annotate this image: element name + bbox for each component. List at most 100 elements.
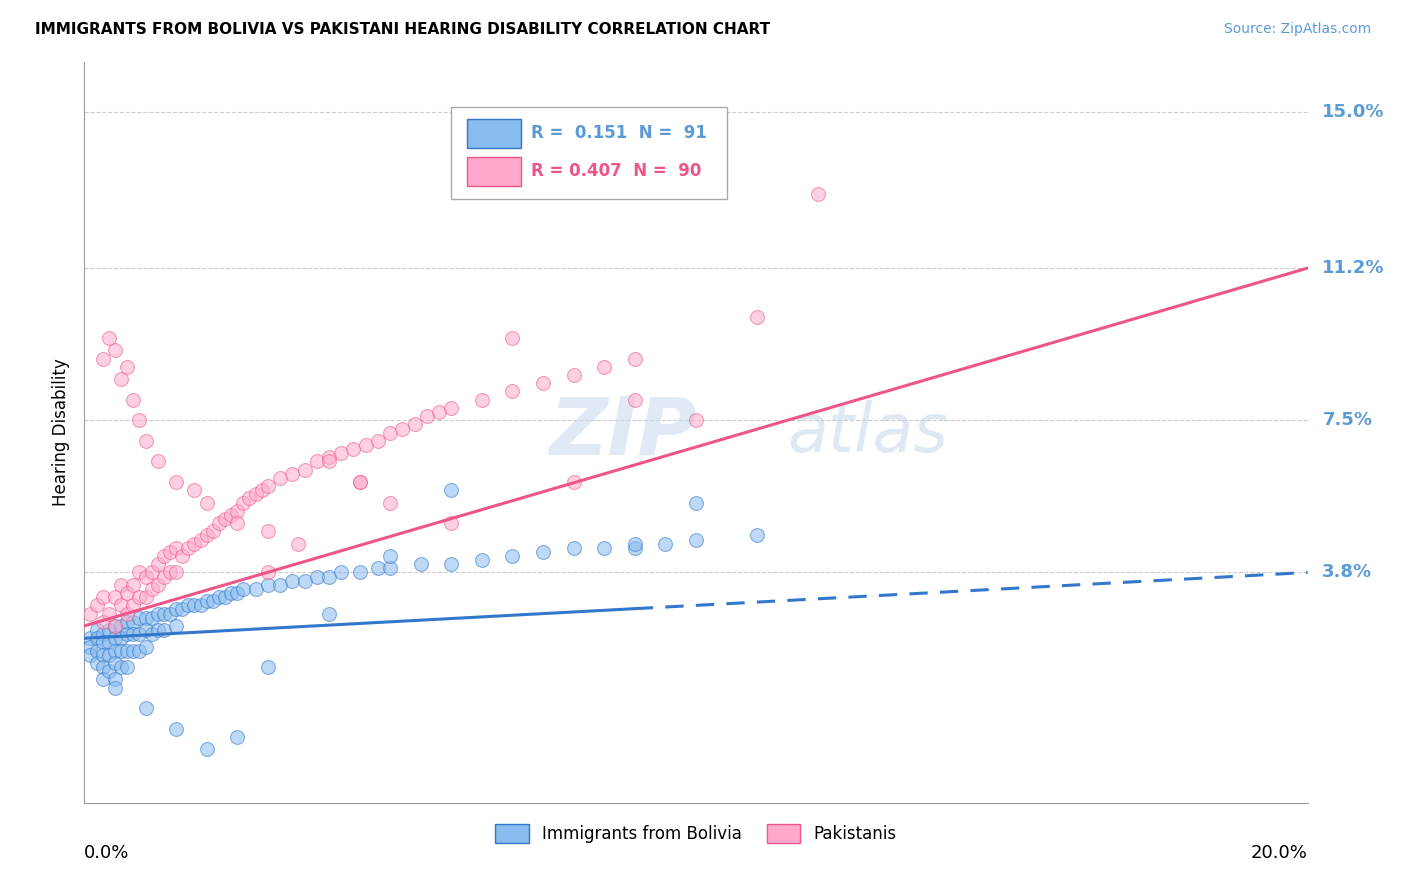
Text: IMMIGRANTS FROM BOLIVIA VS PAKISTANI HEARING DISABILITY CORRELATION CHART: IMMIGRANTS FROM BOLIVIA VS PAKISTANI HEA… bbox=[35, 22, 770, 37]
Point bbox=[747, 528, 769, 542]
Point bbox=[115, 643, 138, 657]
Point bbox=[104, 619, 127, 633]
Point bbox=[128, 627, 150, 641]
Point bbox=[128, 413, 150, 427]
Point bbox=[747, 310, 769, 325]
Point bbox=[110, 643, 132, 657]
Point bbox=[146, 454, 169, 468]
Point bbox=[593, 359, 616, 374]
Point bbox=[380, 495, 402, 509]
Point bbox=[135, 701, 157, 715]
Point bbox=[440, 483, 463, 498]
Point bbox=[195, 742, 218, 756]
Point bbox=[135, 434, 157, 448]
Point bbox=[257, 566, 280, 580]
Point bbox=[807, 187, 830, 202]
Point bbox=[91, 635, 114, 649]
Point bbox=[141, 566, 163, 580]
Point bbox=[104, 643, 127, 657]
Point bbox=[86, 632, 108, 646]
Point bbox=[86, 643, 108, 657]
Point bbox=[318, 569, 340, 583]
Text: 20.0%: 20.0% bbox=[1251, 844, 1308, 862]
Point bbox=[135, 590, 157, 604]
Text: 15.0%: 15.0% bbox=[1322, 103, 1385, 120]
Point bbox=[330, 566, 353, 580]
Point bbox=[624, 541, 647, 555]
Point bbox=[104, 673, 127, 687]
Point bbox=[86, 656, 108, 670]
Point bbox=[391, 421, 413, 435]
Point bbox=[201, 594, 224, 608]
Point bbox=[183, 483, 205, 498]
Point bbox=[141, 627, 163, 641]
Point bbox=[593, 541, 616, 555]
Point bbox=[404, 417, 426, 432]
Point bbox=[79, 648, 101, 662]
Point bbox=[91, 660, 114, 674]
Point bbox=[685, 413, 707, 427]
Point bbox=[91, 615, 114, 629]
Text: R =  0.151  N =  91: R = 0.151 N = 91 bbox=[531, 124, 707, 142]
Point bbox=[250, 483, 273, 498]
Point bbox=[287, 536, 309, 550]
Point bbox=[318, 450, 340, 465]
Point bbox=[654, 536, 676, 550]
Point bbox=[104, 343, 127, 358]
Point bbox=[201, 524, 224, 539]
Point bbox=[195, 594, 218, 608]
Point bbox=[141, 611, 163, 625]
Text: Source: ZipAtlas.com: Source: ZipAtlas.com bbox=[1223, 22, 1371, 37]
Point bbox=[354, 438, 377, 452]
Point bbox=[531, 545, 554, 559]
Point bbox=[380, 549, 402, 563]
Point bbox=[159, 545, 181, 559]
Point bbox=[208, 590, 231, 604]
Point bbox=[159, 607, 181, 621]
Point bbox=[257, 524, 280, 539]
Point bbox=[305, 569, 328, 583]
Point bbox=[97, 623, 120, 637]
Point bbox=[153, 607, 176, 621]
Text: 0.0%: 0.0% bbox=[84, 844, 129, 862]
Point bbox=[269, 471, 291, 485]
Point bbox=[79, 640, 101, 654]
Point bbox=[122, 392, 145, 407]
Point bbox=[183, 536, 205, 550]
Point bbox=[294, 574, 316, 588]
Point bbox=[97, 331, 120, 345]
FancyBboxPatch shape bbox=[467, 119, 522, 147]
Point bbox=[122, 599, 145, 613]
Point bbox=[245, 582, 267, 596]
Point bbox=[624, 536, 647, 550]
Text: 3.8%: 3.8% bbox=[1322, 564, 1372, 582]
Point bbox=[318, 454, 340, 468]
Point bbox=[269, 578, 291, 592]
Point bbox=[110, 599, 132, 613]
Point bbox=[115, 359, 138, 374]
Point bbox=[183, 599, 205, 613]
Point bbox=[232, 582, 254, 596]
Point bbox=[91, 590, 114, 604]
Point bbox=[122, 643, 145, 657]
Point bbox=[367, 561, 389, 575]
Point bbox=[624, 392, 647, 407]
Point bbox=[115, 660, 138, 674]
Point bbox=[409, 558, 432, 572]
Point bbox=[172, 602, 194, 616]
Point bbox=[91, 673, 114, 687]
Point bbox=[238, 491, 260, 506]
Point bbox=[232, 495, 254, 509]
Point bbox=[214, 590, 236, 604]
Point bbox=[471, 392, 494, 407]
Point bbox=[257, 578, 280, 592]
Point bbox=[195, 528, 218, 542]
Point bbox=[177, 599, 200, 613]
Point bbox=[380, 561, 402, 575]
Point bbox=[146, 558, 169, 572]
Point bbox=[226, 516, 249, 530]
Point bbox=[208, 516, 231, 530]
Point bbox=[440, 516, 463, 530]
Point bbox=[685, 533, 707, 547]
Point bbox=[135, 623, 157, 637]
